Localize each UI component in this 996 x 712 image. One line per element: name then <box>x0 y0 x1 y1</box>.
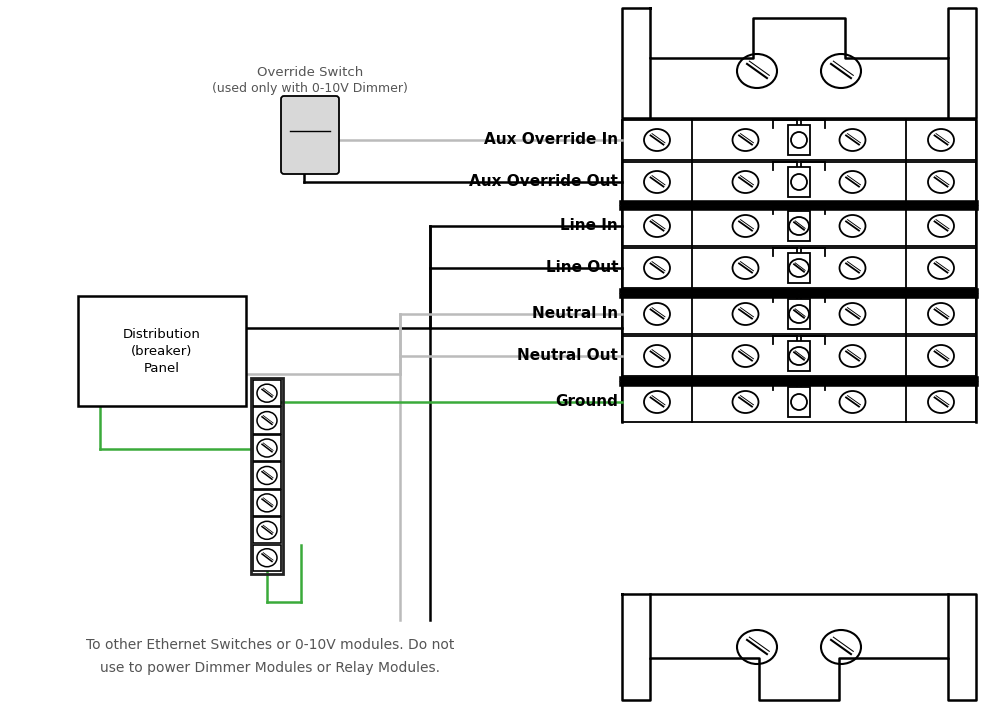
Circle shape <box>791 394 807 410</box>
Bar <box>788 387 810 417</box>
Bar <box>253 517 281 543</box>
Bar <box>788 167 810 197</box>
Bar <box>253 407 281 434</box>
Bar <box>622 336 976 376</box>
Text: Distribution
(breaker)
Panel: Distribution (breaker) Panel <box>124 328 201 375</box>
Bar <box>788 341 810 371</box>
Bar <box>622 382 976 422</box>
Bar <box>253 490 281 516</box>
Bar <box>253 435 281 461</box>
Bar <box>622 206 976 246</box>
Text: To other Ethernet Switches or 0-10V modules. Do not: To other Ethernet Switches or 0-10V modu… <box>86 638 454 652</box>
Bar <box>253 545 281 571</box>
Text: use to power Dimmer Modules or Relay Modules.: use to power Dimmer Modules or Relay Mod… <box>100 661 440 675</box>
Bar <box>622 162 976 202</box>
Text: Line Out: Line Out <box>546 261 618 276</box>
Text: Neutral Out: Neutral Out <box>517 348 618 364</box>
Bar <box>788 253 810 283</box>
Text: Neutral In: Neutral In <box>532 306 618 322</box>
Bar <box>788 211 810 241</box>
Text: Aux Override In: Aux Override In <box>484 132 618 147</box>
Text: Line In: Line In <box>560 219 618 234</box>
Bar <box>253 462 281 488</box>
Circle shape <box>791 174 807 190</box>
Text: Ground: Ground <box>555 394 618 409</box>
Text: Override Switch: Override Switch <box>257 66 364 79</box>
FancyBboxPatch shape <box>281 96 339 174</box>
Bar <box>788 125 810 155</box>
Bar <box>253 380 281 407</box>
Bar <box>788 299 810 329</box>
Bar <box>251 378 283 574</box>
Polygon shape <box>622 8 976 118</box>
Bar <box>78 296 246 406</box>
Text: (used only with 0-10V Dimmer): (used only with 0-10V Dimmer) <box>212 82 408 95</box>
Text: Aux Override Out: Aux Override Out <box>469 174 618 189</box>
Bar <box>622 120 976 160</box>
Bar <box>622 248 976 288</box>
Polygon shape <box>622 594 976 700</box>
Bar <box>622 294 976 334</box>
Circle shape <box>791 132 807 148</box>
